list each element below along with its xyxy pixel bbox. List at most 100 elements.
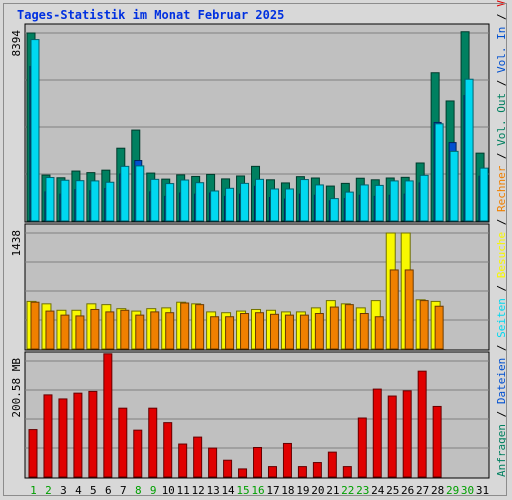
y-max-label-middle: 1438 bbox=[10, 230, 23, 257]
bar-volumen-day-18 bbox=[282, 442, 292, 478]
bar-volumen-day-9 bbox=[148, 407, 158, 478]
bar-seiten-day-28 bbox=[434, 123, 444, 222]
bar-seiten-day-25 bbox=[389, 180, 399, 222]
bar-seiten-day-15 bbox=[240, 182, 250, 222]
bar-seiten-day-14 bbox=[225, 187, 235, 222]
day-label-27: 27 bbox=[416, 484, 429, 497]
bar-seiten-day-22 bbox=[344, 191, 354, 222]
bar-rechner-day-10 bbox=[165, 312, 175, 350]
panel-bottom: 200.58 MB bbox=[10, 351, 490, 479]
bar-rechner-day-14 bbox=[225, 316, 235, 350]
bar-rechner-day-19 bbox=[299, 314, 309, 350]
bar-volumen-day-17 bbox=[267, 466, 277, 478]
day-label-13: 13 bbox=[206, 484, 219, 497]
bar-seiten-day-7 bbox=[120, 165, 130, 222]
bar-seiten-day-4 bbox=[75, 180, 85, 222]
bar-seiten-day-12 bbox=[195, 182, 205, 222]
bar-seiten-day-19 bbox=[299, 179, 309, 222]
bar-seiten-day-2 bbox=[45, 177, 55, 222]
bar-volumen-day-10 bbox=[163, 422, 173, 478]
bar-rechner-day-11 bbox=[180, 302, 190, 350]
bar-rechner-day-18 bbox=[284, 314, 294, 350]
day-label-24: 24 bbox=[371, 484, 385, 497]
day-label-17: 17 bbox=[266, 484, 279, 497]
legend-separator: / bbox=[495, 278, 508, 298]
y-max-label-top: 8394 bbox=[10, 30, 23, 57]
day-label-15: 15 bbox=[236, 484, 249, 497]
bar-volumen-day-2 bbox=[43, 394, 53, 478]
bar-volumen-day-25 bbox=[387, 395, 397, 478]
bar-rechner-day-5 bbox=[90, 308, 100, 350]
day-label-7: 7 bbox=[120, 484, 127, 497]
bar-rechner-day-22 bbox=[344, 304, 354, 350]
bar-seiten-day-1 bbox=[30, 39, 40, 222]
bar-seiten-day-16 bbox=[255, 178, 265, 222]
bar-volumen-day-13 bbox=[208, 447, 218, 478]
bar-rechner-day-6 bbox=[105, 311, 115, 350]
legend-vol--in: Vol. In bbox=[495, 27, 508, 73]
bar-volumen-day-26 bbox=[402, 390, 412, 478]
bar-volumen-day-6 bbox=[103, 353, 113, 478]
bar-rechner-day-27 bbox=[419, 300, 429, 350]
day-label-11: 11 bbox=[177, 484, 190, 497]
bar-rechner-day-15 bbox=[240, 313, 250, 350]
bar-volumen-day-1 bbox=[28, 429, 38, 478]
bar-seiten-day-27 bbox=[419, 174, 429, 222]
day-label-16: 16 bbox=[251, 484, 264, 497]
bar-rechner-day-21 bbox=[329, 306, 339, 350]
day-label-14: 14 bbox=[221, 484, 235, 497]
legend-dateien: Dateien bbox=[495, 358, 508, 404]
bar-seiten-day-17 bbox=[269, 188, 279, 222]
legend-volumen: Volumen bbox=[495, 0, 508, 7]
legend-separator: / bbox=[495, 7, 508, 27]
bar-rechner-day-12 bbox=[195, 304, 205, 350]
bar-volumen-day-24 bbox=[372, 388, 382, 478]
bar-rechner-day-9 bbox=[150, 311, 160, 350]
day-label-4: 4 bbox=[75, 484, 82, 497]
bar-rechner-day-3 bbox=[60, 314, 70, 350]
bar-volumen-day-12 bbox=[193, 436, 203, 478]
bar-volumen-day-16 bbox=[253, 447, 263, 478]
legend-besuche: Besuche bbox=[495, 232, 508, 278]
bar-volumen-day-21 bbox=[327, 451, 337, 478]
bar-volumen-day-3 bbox=[58, 398, 68, 478]
bar-volumen-day-19 bbox=[297, 466, 307, 478]
legend-vol--out: Vol. Out bbox=[495, 93, 508, 146]
day-label-1: 1 bbox=[30, 484, 37, 497]
day-label-31: 31 bbox=[476, 484, 489, 497]
day-label-12: 12 bbox=[192, 484, 205, 497]
bar-volumen-day-4 bbox=[73, 392, 83, 478]
legend-seiten: Seiten bbox=[495, 298, 508, 338]
day-label-19: 19 bbox=[296, 484, 309, 497]
bar-volumen-day-11 bbox=[178, 443, 188, 478]
day-label-10: 10 bbox=[162, 484, 175, 497]
bar-volumen-day-7 bbox=[118, 407, 128, 478]
bar-volumen-day-27 bbox=[417, 370, 427, 478]
legend-separator: / bbox=[495, 146, 508, 166]
bar-seiten-day-29 bbox=[449, 150, 459, 222]
day-label-25: 25 bbox=[386, 484, 399, 497]
bar-rechner-day-28 bbox=[434, 305, 444, 350]
bar-rechner-day-1 bbox=[30, 301, 40, 350]
legend-anfragen: Anfragen bbox=[495, 424, 508, 477]
bar-volumen-day-20 bbox=[312, 462, 322, 478]
bar-volumen-day-28 bbox=[432, 405, 442, 478]
bar-volumen-day-5 bbox=[88, 390, 98, 478]
right-legend: Anfragen / Dateien / Seiten / Besuche / … bbox=[495, 0, 508, 477]
day-label-21: 21 bbox=[326, 484, 339, 497]
bar-rechner-day-13 bbox=[210, 316, 220, 350]
bar-rechner-day-23 bbox=[359, 313, 369, 350]
bar-rechner-day-7 bbox=[120, 309, 130, 350]
legend-separator: / bbox=[495, 212, 508, 232]
bar-rechner-day-8 bbox=[135, 314, 145, 350]
bar-rechner-day-25 bbox=[389, 269, 399, 350]
bar-seiten-day-21 bbox=[329, 198, 339, 222]
bar-seiten-day-23 bbox=[359, 184, 369, 222]
y-max-label-bottom: 200.58 MB bbox=[10, 358, 23, 418]
day-label-18: 18 bbox=[281, 484, 294, 497]
bar-seiten-day-20 bbox=[314, 184, 324, 222]
day-label-26: 26 bbox=[401, 484, 414, 497]
bar-seiten-day-11 bbox=[180, 179, 190, 222]
legend-rechner: Rechner bbox=[495, 165, 508, 212]
